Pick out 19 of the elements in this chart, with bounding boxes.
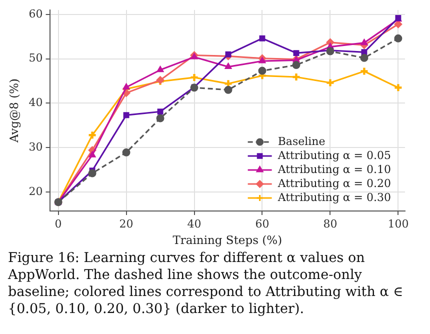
x-tick-label: 0 xyxy=(54,217,62,230)
y-tick-label: 30 xyxy=(28,140,43,154)
caption: Figure 16: Learning curves for different α values on AppWorld. The dashed line shows the outcome-only baseline; colored lines correspond to Attributing with α ∈ {0.05, 0.10, 0.20, 0.30} (darker to lighter). xyxy=(8,250,404,318)
y-tick-label: 60 xyxy=(28,7,43,20)
y-tick-label: 50 xyxy=(28,52,43,65)
x-tick-label: 20 xyxy=(119,217,134,230)
legend-label: Attributing α = 0.20 xyxy=(276,176,391,190)
x-tick-label: 60 xyxy=(255,217,270,230)
x-tick-label: 100 xyxy=(388,217,409,230)
x-axis-title: Training Steps (%) xyxy=(172,233,282,248)
y-tick-label: 40 xyxy=(28,96,43,110)
x-tick-label: 80 xyxy=(323,217,338,230)
y-tick-label: 20 xyxy=(28,184,43,198)
y-axis-title: Avg@8 (%) xyxy=(6,78,21,144)
x-tick-label: 40 xyxy=(187,217,202,230)
legend-label: Attributing α = 0.10 xyxy=(276,162,391,176)
legend-label: Attributing α = 0.05 xyxy=(276,148,391,162)
legend-label: Attributing α = 0.30 xyxy=(276,190,391,204)
legend-label: Baseline xyxy=(278,134,326,148)
